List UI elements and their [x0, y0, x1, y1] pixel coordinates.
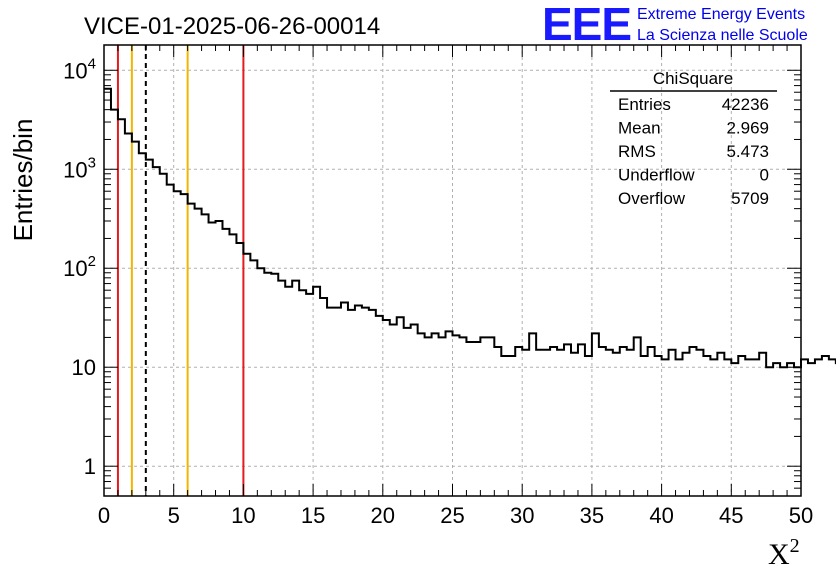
x-tick-label: 50 — [789, 503, 813, 528]
x-tick-label: 30 — [510, 503, 534, 528]
y-tick-label: 103 — [63, 154, 96, 182]
stats-value: 5709 — [731, 189, 769, 208]
x-tick-label: 15 — [301, 503, 325, 528]
stats-label: RMS — [618, 142, 656, 161]
stats-box: ChiSquare Entries 42236 Mean 2.969 RMS 5.473 U… — [610, 69, 777, 208]
x-axis-ticks: 0 5 10 15 20 25 30 35 40 45 50 — [98, 45, 813, 528]
y-axis-ticks: 1 10 102 103 104 — [63, 55, 801, 497]
stats-value: 0 — [760, 166, 769, 185]
grid — [104, 45, 801, 496]
x-tick-label: 0 — [98, 503, 110, 528]
y-tick-label: 1 — [84, 454, 96, 479]
logo-line1: Extreme Energy Events — [637, 6, 805, 23]
x-axis-label: X2 — [768, 535, 800, 571]
y-tick-label: 10 — [72, 355, 96, 380]
logo-line2: La Scienza nelle Scuole — [637, 27, 808, 44]
stats-value: 42236 — [722, 95, 769, 114]
reference-lines — [116, 45, 245, 496]
eee-logo: EEE Extreme Energy Events La Scienza nel… — [542, 0, 808, 50]
x-tick-label: 45 — [719, 503, 743, 528]
x-tick-label: 40 — [649, 503, 673, 528]
x-tick-label: 5 — [168, 503, 180, 528]
x-tick-label: 25 — [440, 503, 464, 528]
stats-value: 5.473 — [726, 142, 769, 161]
stats-value: 2.969 — [726, 119, 769, 138]
stats-rows: Entries 42236 Mean 2.969 RMS 5.473 Underflow 0 O… — [618, 95, 769, 208]
x-tick-label: 20 — [371, 503, 395, 528]
stats-box-name: ChiSquare — [653, 69, 733, 88]
y-tick-label: 102 — [63, 253, 96, 281]
stats-label: Entries — [618, 95, 671, 114]
stats-label: Mean — [618, 119, 661, 138]
y-tick-label: 104 — [63, 55, 96, 83]
logo-letters: EEE — [542, 0, 631, 50]
y-axis-label: Entries/bin — [8, 119, 38, 242]
stats-label: Underflow — [618, 166, 695, 185]
chart-title: VICE-01-2025-06-26-00014 — [84, 13, 380, 40]
x-tick-label: 35 — [580, 503, 604, 528]
stats-label: Overflow — [618, 189, 686, 208]
x-tick-label: 10 — [231, 503, 255, 528]
